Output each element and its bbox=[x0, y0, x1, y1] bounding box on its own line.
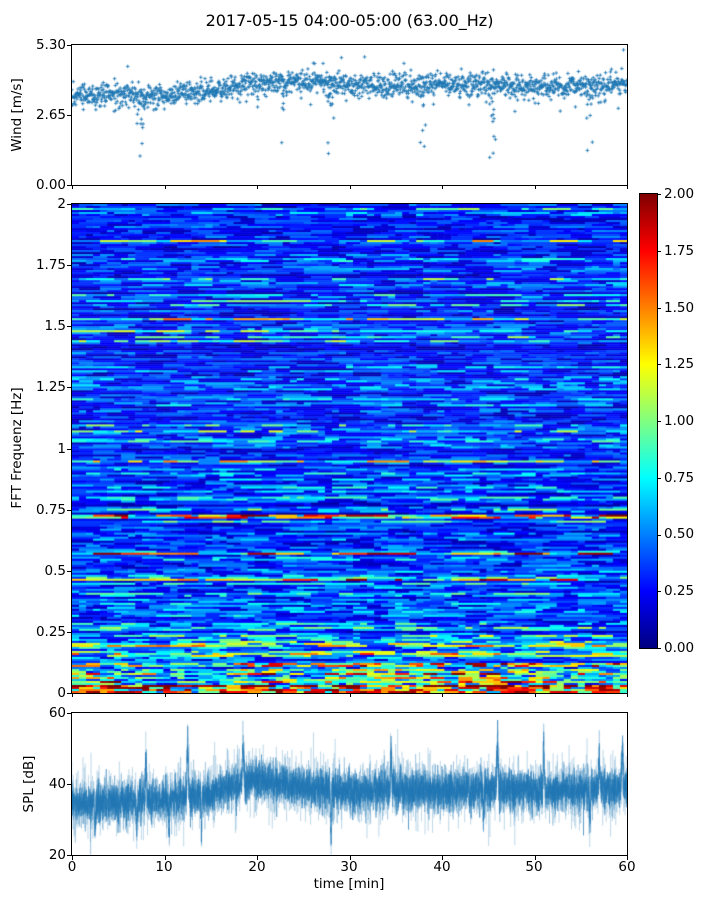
fft-ytick-label: 1.25 bbox=[35, 379, 66, 395]
tick-mark bbox=[349, 186, 351, 189]
tick-mark bbox=[658, 591, 661, 592]
tick-mark bbox=[67, 185, 71, 186]
spl-y-axis-label: SPL [dB] bbox=[21, 755, 37, 813]
fft-y-axis-label: FFT Frequenz [Hz] bbox=[9, 387, 25, 509]
tick-mark bbox=[658, 421, 661, 422]
tick-mark bbox=[67, 784, 71, 785]
spl-line-plot bbox=[71, 712, 628, 856]
colorbar-tick-label: 1.50 bbox=[664, 300, 695, 316]
tick-mark bbox=[67, 115, 71, 116]
colorbar-tick-label: 0.50 bbox=[664, 526, 695, 542]
wind-y-axis-label: Wind [m/s] bbox=[9, 78, 25, 152]
tick-mark bbox=[67, 632, 71, 633]
tick-mark bbox=[67, 326, 71, 327]
x-tick-label: 20 bbox=[248, 859, 266, 875]
wind-scatter-canvas bbox=[72, 45, 627, 185]
tick-mark bbox=[72, 856, 73, 860]
wind-ytick-label: 2.65 bbox=[35, 107, 66, 123]
tick-mark bbox=[72, 694, 73, 697]
tick-mark bbox=[442, 186, 443, 189]
tick-mark bbox=[67, 713, 71, 714]
tick-mark bbox=[164, 856, 166, 860]
tick-mark bbox=[72, 186, 73, 189]
fft-spectrogram-canvas bbox=[72, 204, 627, 693]
tick-mark bbox=[67, 449, 71, 450]
x-tick-label: 60 bbox=[618, 859, 636, 875]
fft-ytick-label: 2 bbox=[57, 196, 66, 212]
tick-mark bbox=[67, 265, 71, 266]
tick-mark bbox=[257, 856, 258, 860]
tick-mark bbox=[627, 186, 628, 189]
fft-ytick-label: 1.75 bbox=[35, 257, 66, 273]
x-tick-label: 0 bbox=[67, 859, 77, 875]
wind-ytick-label: 0.00 bbox=[35, 177, 66, 193]
tick-mark bbox=[658, 251, 661, 252]
colorbar-tick-label: 1.00 bbox=[664, 413, 695, 429]
colorbar bbox=[639, 193, 658, 649]
spl-line-canvas bbox=[72, 713, 627, 855]
tick-mark bbox=[67, 204, 71, 205]
colorbar-tick-label: 1.25 bbox=[664, 356, 695, 372]
x-tick-label: 10 bbox=[155, 859, 173, 875]
colorbar-tick-label: 0.00 bbox=[664, 640, 695, 656]
tick-mark bbox=[67, 387, 71, 388]
tick-mark bbox=[67, 855, 71, 856]
fft-ytick-label: 0.5 bbox=[44, 563, 66, 579]
tick-mark bbox=[349, 694, 351, 697]
tick-mark bbox=[67, 45, 71, 46]
tick-mark bbox=[349, 856, 351, 860]
tick-mark bbox=[442, 856, 443, 860]
x-axis-label: time [min] bbox=[313, 876, 385, 892]
colorbar-tick-label: 1.75 bbox=[664, 243, 695, 259]
wind-scatter-plot bbox=[71, 44, 628, 186]
tick-mark bbox=[442, 694, 443, 697]
tick-mark bbox=[67, 510, 71, 511]
colorbar-tick-label: 2.00 bbox=[664, 186, 695, 202]
colorbar-tick-label: 0.25 bbox=[664, 583, 695, 599]
tick-mark bbox=[257, 694, 258, 697]
tick-mark bbox=[658, 308, 661, 309]
x-tick-label: 40 bbox=[433, 859, 451, 875]
fft-spectrogram-plot bbox=[71, 203, 628, 694]
tick-mark bbox=[164, 694, 166, 697]
spl-ytick-label: 20 bbox=[48, 847, 66, 863]
figure-title: 2017-05-15 04:00-05:00 (63.00_Hz) bbox=[205, 11, 494, 30]
tick-mark bbox=[627, 856, 628, 860]
tick-mark bbox=[164, 186, 166, 189]
tick-mark bbox=[534, 856, 536, 860]
fft-ytick-label: 1.5 bbox=[44, 318, 66, 334]
tick-mark bbox=[534, 694, 536, 697]
colorbar-tick-label: 0.75 bbox=[664, 470, 695, 486]
x-tick-label: 30 bbox=[340, 859, 358, 875]
wind-ytick-label: 5.30 bbox=[35, 37, 66, 53]
tick-mark bbox=[658, 364, 661, 365]
fft-ytick-label: 0.25 bbox=[35, 624, 66, 640]
tick-mark bbox=[658, 194, 661, 195]
fft-ytick-label: 1 bbox=[57, 441, 66, 457]
fft-ytick-label: 0.75 bbox=[35, 502, 66, 518]
tick-mark bbox=[658, 478, 661, 479]
tick-mark bbox=[627, 694, 628, 697]
tick-mark bbox=[658, 648, 661, 649]
fft-ytick-label: 0 bbox=[57, 685, 66, 701]
tick-mark bbox=[534, 186, 536, 189]
x-tick-label: 50 bbox=[525, 859, 543, 875]
tick-mark bbox=[67, 693, 71, 694]
tick-mark bbox=[257, 186, 258, 189]
tick-mark bbox=[658, 535, 661, 536]
spl-ytick-label: 60 bbox=[48, 705, 66, 721]
spl-ytick-label: 40 bbox=[48, 776, 66, 792]
tick-mark bbox=[67, 571, 71, 572]
